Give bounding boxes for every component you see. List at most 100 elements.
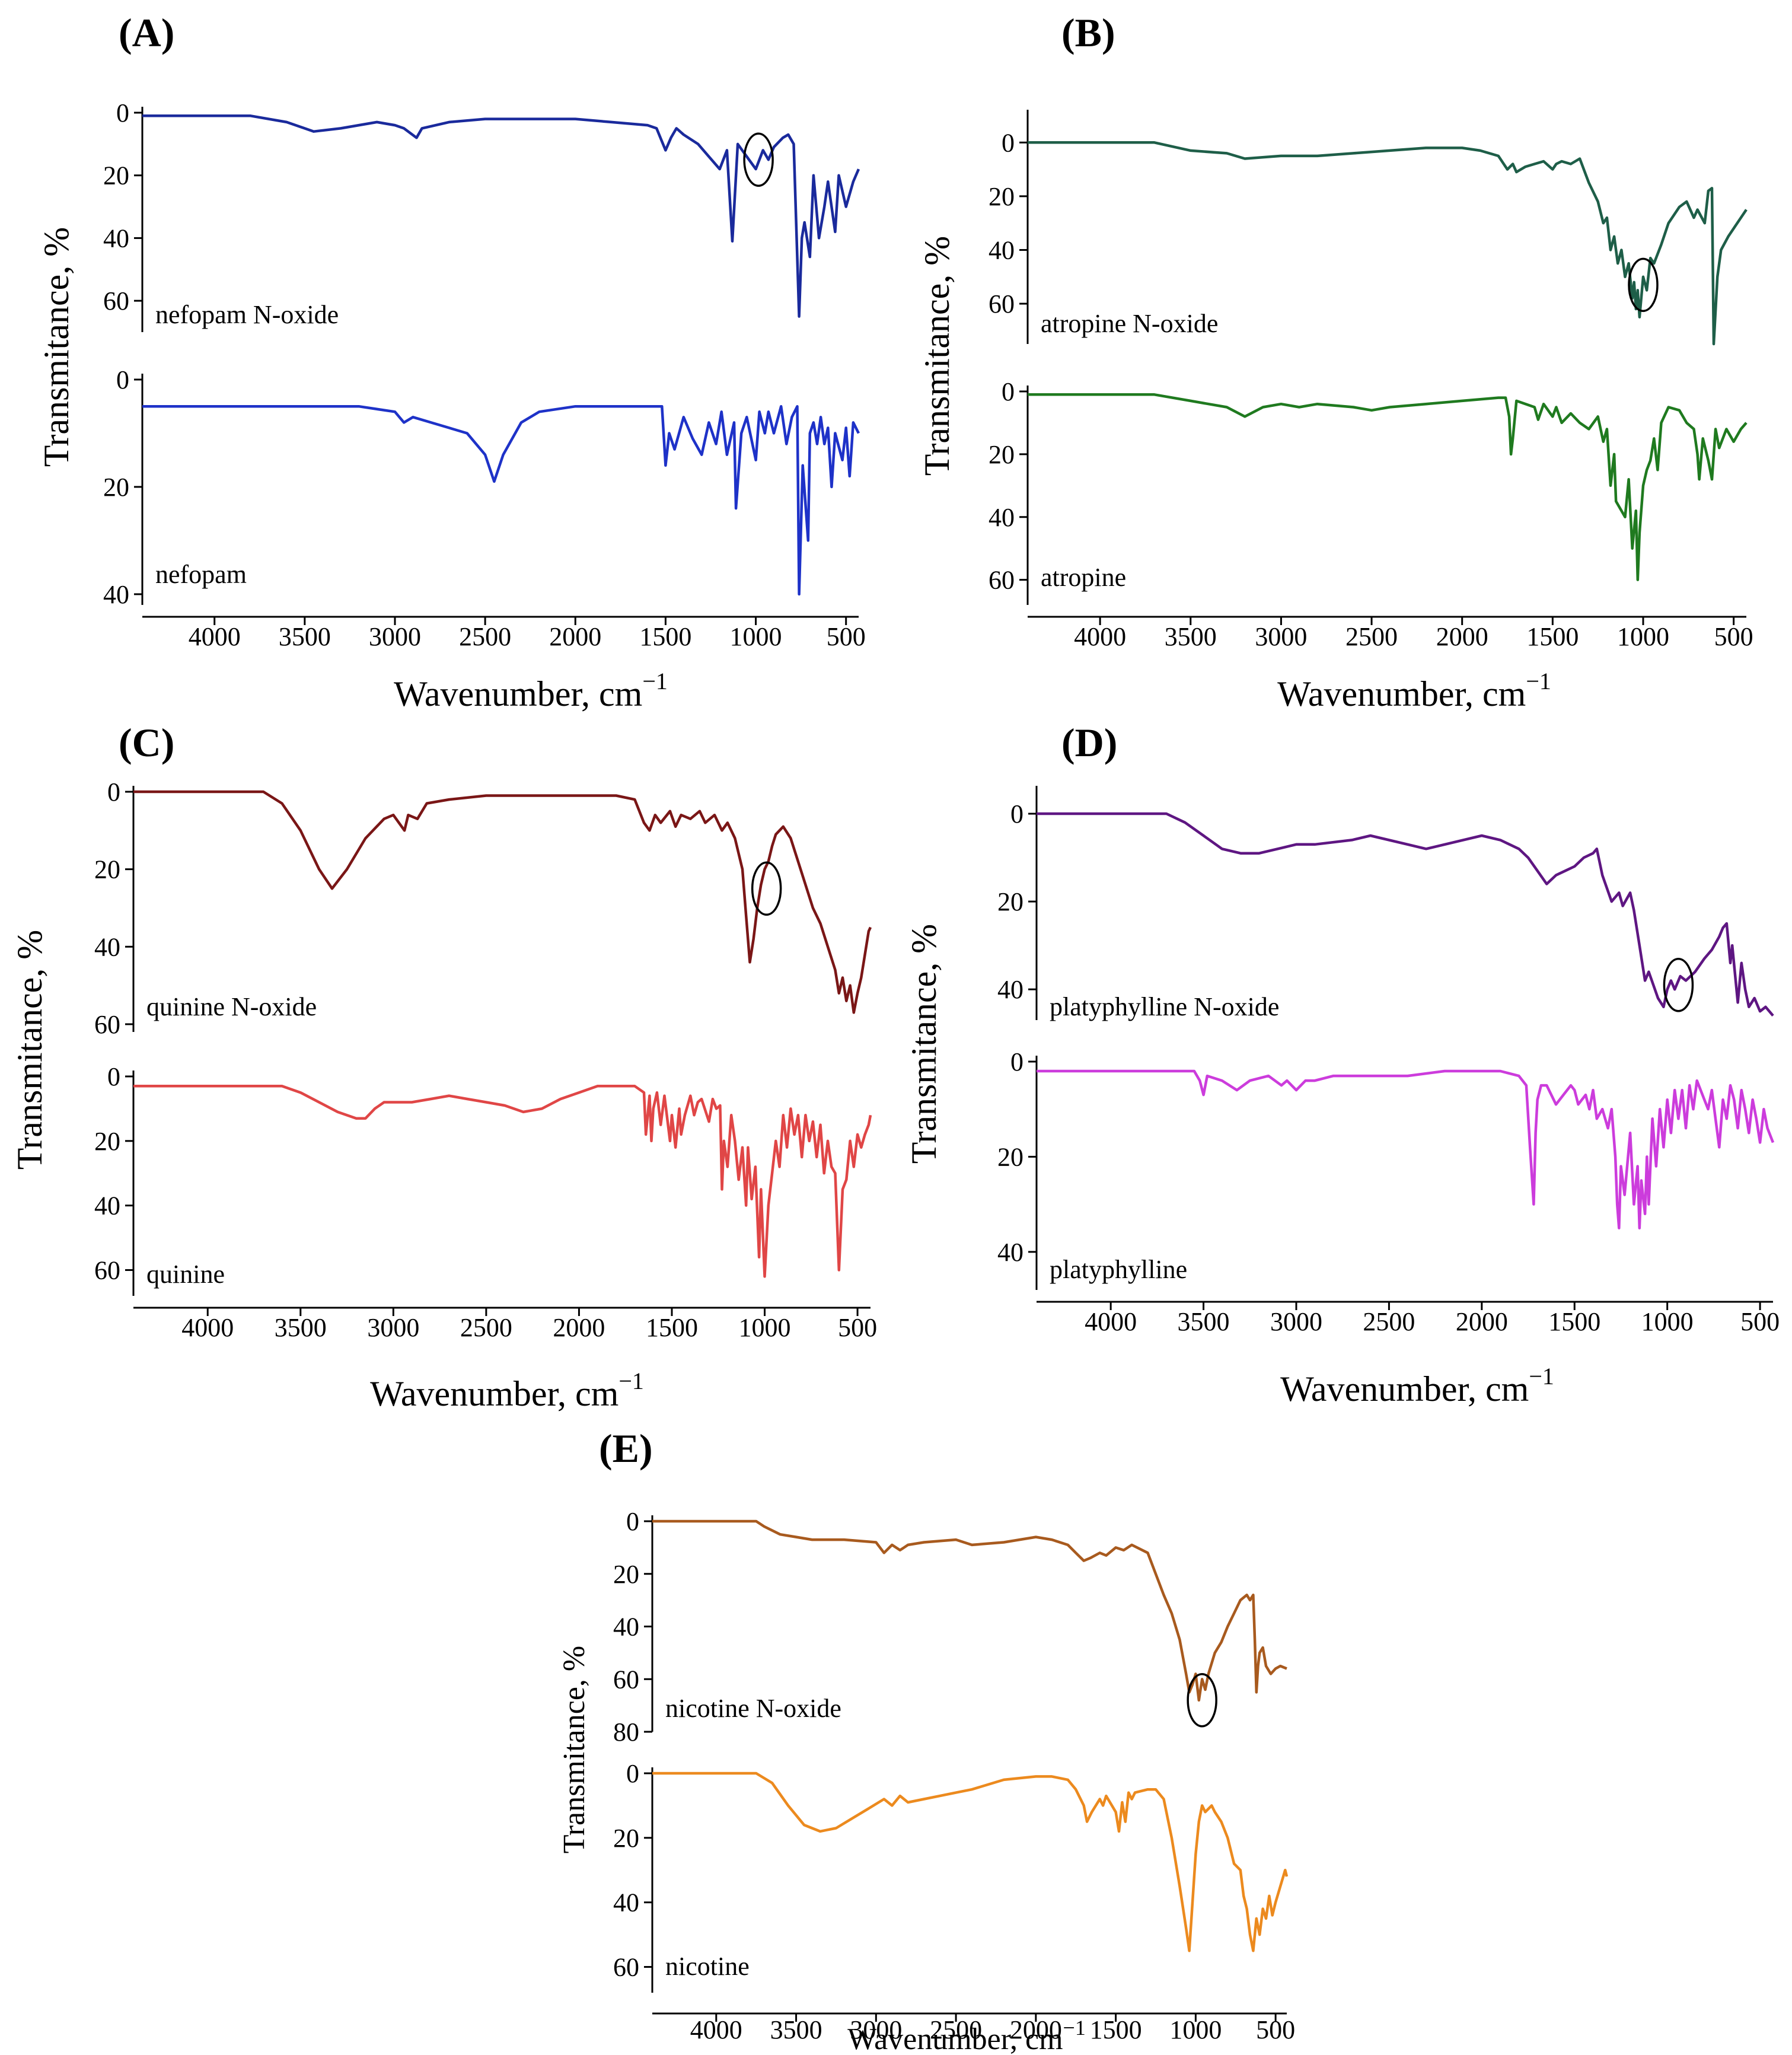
y-tick-label: 0 <box>626 1507 639 1536</box>
x-tick-label: 3000 <box>1270 1307 1322 1336</box>
series-label: nicotine N-oxide <box>665 1694 841 1723</box>
x-tick-label: 3500 <box>279 622 331 651</box>
y-tick-label: 20 <box>613 1824 639 1853</box>
series-label: quinine N-oxide <box>146 992 317 1021</box>
x-axis: 4000 3500 3000 2500 2000 1500 1000 500 <box>1028 616 1753 651</box>
x-tick-label: 500 <box>1740 1307 1780 1336</box>
series-label: atropine <box>1041 563 1126 592</box>
y-axis-label: Transmitance, % <box>557 1646 591 1853</box>
y-tick-label: 40 <box>997 1238 1023 1267</box>
x-tick-label: 1000 <box>1169 2015 1222 2044</box>
spectrum-curve <box>142 404 860 596</box>
x-axis-label: Wavenumber, cm−1 <box>394 668 668 713</box>
series-label: platyphylline N-oxide <box>1050 992 1279 1021</box>
y-tick-label: 20 <box>94 855 120 884</box>
y-tick-label: 80 <box>613 1718 639 1747</box>
spectrum-curve <box>142 114 860 318</box>
x-tick-label: 2000 <box>549 622 601 651</box>
y-tick-label: 0 <box>1010 799 1023 829</box>
spectrum-curve <box>133 1085 872 1278</box>
panel-label: (D) <box>1061 720 1117 765</box>
y-tick-label: 40 <box>103 580 129 609</box>
y-tick-label: 20 <box>103 161 129 190</box>
series-label: platyphylline <box>1050 1255 1187 1284</box>
spectrum-curve <box>1037 812 1774 1017</box>
y-axis: 0 20 40 60 <box>989 377 1029 605</box>
x-axis: 4000 3500 3000 2500 2000 1500 1000 500 <box>1037 1301 1780 1336</box>
y-axis: 0 20 40 60 <box>613 1759 653 1993</box>
y-tick-label: 0 <box>1002 128 1015 157</box>
y-axis-label: Transmitance, % <box>37 227 76 467</box>
y-axis-label: Transmitance, % <box>904 924 943 1164</box>
x-tick-label: 3000 <box>1255 622 1307 651</box>
x-tick-label: 4000 <box>690 2015 742 2044</box>
panel-c: (C) Transmitance, % 4000 3500 3000 2500 2000… <box>10 720 877 1413</box>
series-label: atropine N-oxide <box>1041 309 1218 338</box>
x-tick-label: 2500 <box>930 2015 982 2044</box>
y-tick-label: 60 <box>989 566 1015 595</box>
y-tick-label: 40 <box>613 1613 639 1642</box>
spectrum-curve <box>652 1772 1289 1952</box>
x-tick-label: 4000 <box>181 1313 234 1342</box>
series-label: nefopam <box>155 560 247 589</box>
y-tick-label: 40 <box>989 235 1015 265</box>
x-tick-label: 2000 <box>1436 622 1488 651</box>
x-tick-label: 1000 <box>1641 1307 1694 1336</box>
y-tick-label: 40 <box>94 932 120 961</box>
highlight-circle <box>1628 257 1659 313</box>
spectrum-curve <box>1028 393 1748 581</box>
spectrum-n-oxide: 0 20 40 60 quinine N-oxide <box>94 778 872 1039</box>
y-tick-label: 20 <box>103 473 129 502</box>
y-tick-label: 0 <box>116 98 129 128</box>
panel-label: (E) <box>599 1426 653 1471</box>
y-tick-label: 20 <box>613 1560 639 1589</box>
y-tick-label: 20 <box>997 1142 1023 1171</box>
x-tick-label: 2500 <box>1363 1307 1415 1336</box>
y-tick-label: 40 <box>94 1191 120 1221</box>
spectrum-n-oxide: 0 20 40 60 80 nicotine N-oxide <box>613 1507 1287 1747</box>
y-tick-label: 20 <box>94 1127 120 1156</box>
highlight-circle <box>1663 958 1694 1012</box>
spectrum-curve <box>1037 1069 1775 1229</box>
spectrum-n-oxide: 0 20 40 platyphylline N-oxide <box>997 786 1774 1021</box>
spectrum-parent: 0 20 40 60 nicotine <box>613 1759 1289 1993</box>
x-tick-label: 2500 <box>1345 622 1398 651</box>
spectrum-parent: 0 20 40 60 quinine <box>94 1062 872 1296</box>
spectrum-curve <box>652 1519 1287 1702</box>
y-tick-label: 20 <box>997 887 1023 916</box>
x-tick-label: 2500 <box>460 1313 512 1342</box>
y-axis: 0 20 40 60 <box>103 98 144 332</box>
y-axis: 0 20 40 60 <box>94 778 135 1039</box>
y-tick-label: 0 <box>107 1062 120 1091</box>
x-tick-label: 1500 <box>1090 2015 1142 2044</box>
panel-label: (C) <box>119 720 174 765</box>
x-tick-label: 4000 <box>189 622 241 651</box>
y-tick-label: 40 <box>997 975 1023 1004</box>
y-tick-label: 0 <box>116 365 129 394</box>
highlight-circle <box>743 132 774 187</box>
y-tick-label: 40 <box>103 224 129 253</box>
spectrum-curve <box>1028 141 1748 346</box>
x-axis: 4000 3500 3000 2500 2000 1500 1000 500 <box>142 616 866 651</box>
x-tick-label: 2000 <box>553 1313 605 1342</box>
panel-a: (A) Transmitance, % 4000 3500 3000 2500 2000… <box>37 10 866 713</box>
x-tick-label: 3000 <box>369 622 421 651</box>
panel-d: (D) Transmitance, % 4000 3500 3000 2500 2000… <box>904 720 1780 1409</box>
y-axis-label: Transmitance, % <box>10 930 49 1170</box>
y-axis: 0 20 40 <box>997 786 1038 1020</box>
panel-b: (B) Transmitance, % 4000 3500 3000 2500 2000… <box>917 10 1753 713</box>
spectrum-parent: 0 20 40 nefopam <box>103 365 860 609</box>
y-tick-label: 0 <box>107 778 120 807</box>
x-tick-label: 1000 <box>1617 622 1669 651</box>
x-tick-label: 500 <box>1714 622 1753 651</box>
y-tick-label: 0 <box>1002 377 1015 406</box>
x-tick-label: 500 <box>1256 2015 1295 2044</box>
x-tick-label: 1000 <box>739 1313 791 1342</box>
spectrum-n-oxide: 0 20 40 60 atropine N-oxide <box>989 110 1748 346</box>
x-axis-label: Wavenumber, cm−1 <box>1277 668 1551 713</box>
spectrum-curve <box>133 790 872 1014</box>
y-tick-label: 40 <box>989 503 1015 532</box>
highlight-circle <box>751 861 782 916</box>
y-tick-label: 60 <box>103 286 129 316</box>
